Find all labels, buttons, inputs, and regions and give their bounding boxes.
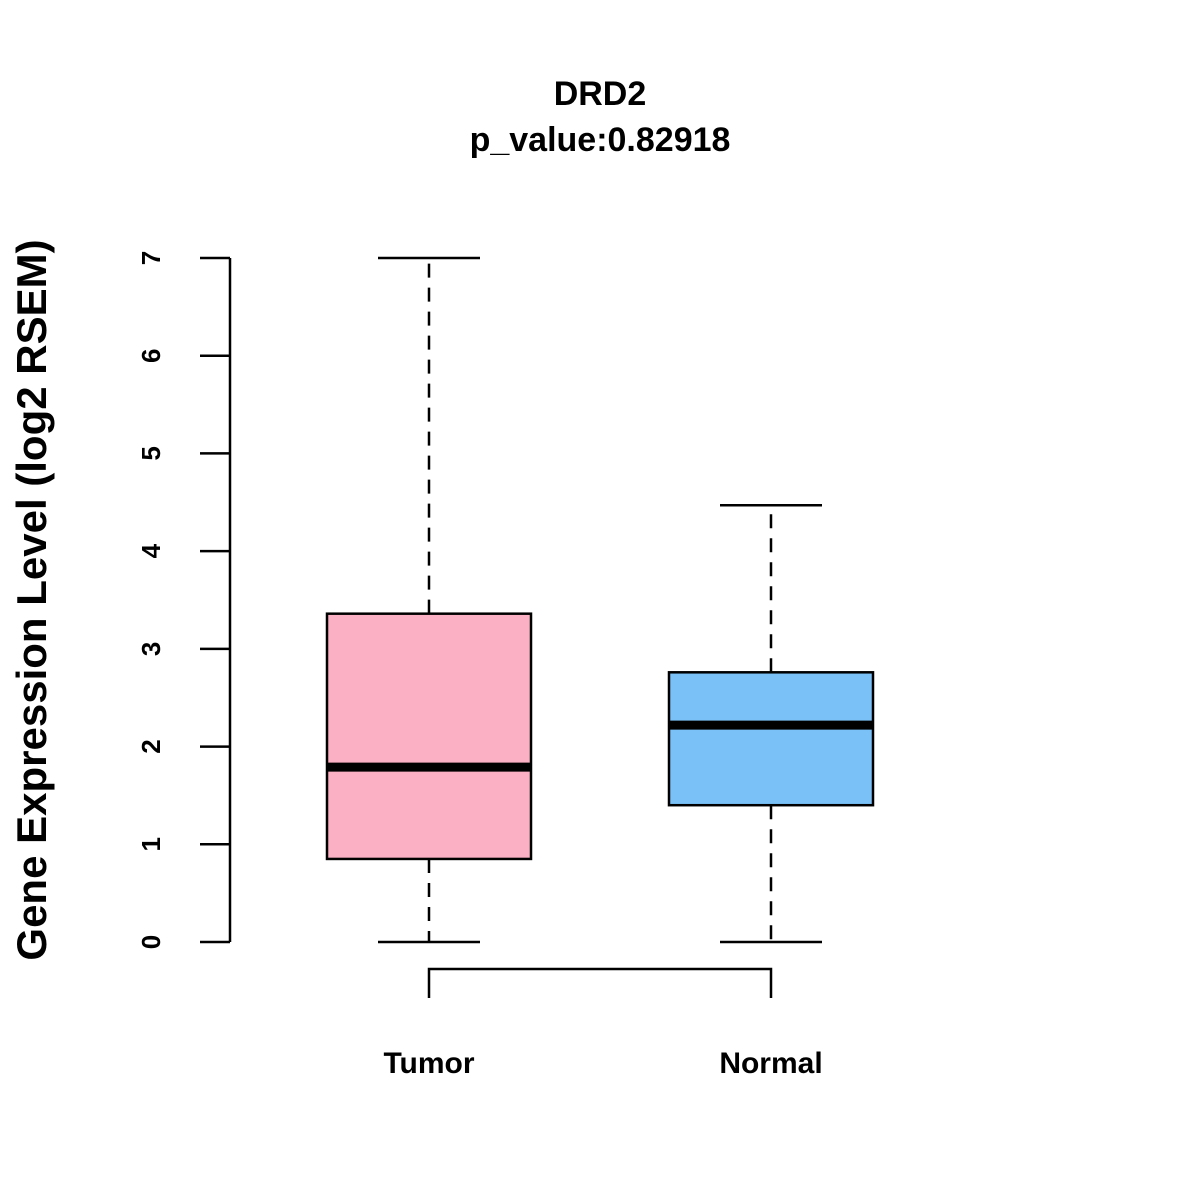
chart-subtitle: p_value:0.82918	[470, 121, 731, 159]
boxes-group	[325, 256, 875, 944]
y-axis: 0 1 2 3 4 5 6 7	[136, 251, 232, 949]
y-tick-label: 7	[136, 251, 166, 265]
y-tick-label: 3	[136, 642, 166, 656]
y-tick-label: 6	[136, 348, 166, 362]
y-tick-label: 1	[136, 837, 166, 851]
category-labels: Tumor Normal	[383, 1047, 822, 1080]
y-tick-label: 2	[136, 739, 166, 753]
box-normal	[667, 503, 875, 944]
y-tick-label: 5	[136, 446, 166, 460]
category-label-normal: Normal	[719, 1047, 822, 1080]
comparison-bracket	[427, 967, 773, 998]
chart-title: DRD2	[554, 75, 647, 113]
y-tick-label: 4	[136, 543, 166, 558]
y-axis-label: Gene Expression Level (log2 RSEM)	[8, 239, 55, 960]
y-tick-label: 0	[136, 935, 166, 949]
category-label-tumor: Tumor	[383, 1047, 474, 1080]
comparison-bracket-group	[427, 967, 773, 998]
box-tumor	[325, 256, 533, 944]
iqr-box	[325, 612, 533, 861]
iqr-box	[667, 671, 875, 807]
